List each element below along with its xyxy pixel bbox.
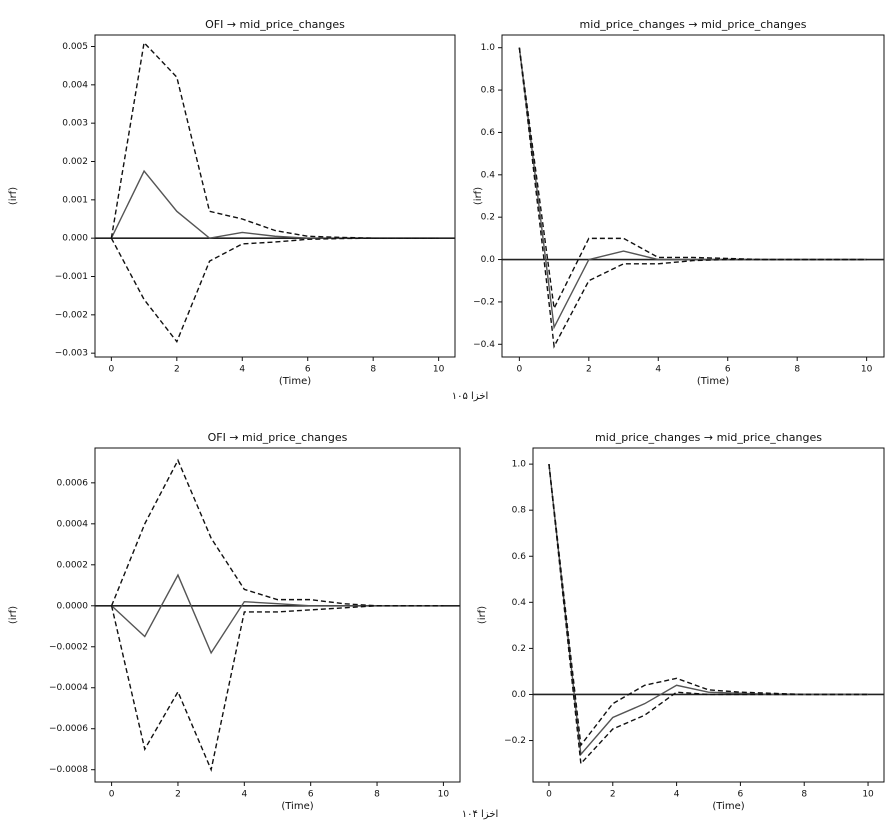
y-tick-label: 0.001 bbox=[62, 195, 88, 205]
irf-line bbox=[110, 237, 439, 344]
plot-area bbox=[501, 34, 885, 358]
x-axis-label: (Time) bbox=[697, 376, 729, 387]
y-tick-label: 1.0 bbox=[481, 43, 496, 53]
y-tick-label: −0.0008 bbox=[49, 765, 88, 775]
irf-line bbox=[548, 464, 869, 747]
chart-title: OFI → mid_price_changes bbox=[205, 18, 345, 31]
x-tick-label: 8 bbox=[801, 790, 807, 800]
x-axis-label: (Time) bbox=[281, 801, 313, 812]
x-tick-label: 6 bbox=[725, 365, 731, 375]
y-tick-label: 0.8 bbox=[512, 506, 527, 516]
x-tick-label: 0 bbox=[516, 365, 522, 375]
x-tick-label: 0 bbox=[108, 365, 114, 375]
y-tick-label: 0.6 bbox=[512, 552, 527, 562]
y-tick-label: 0.8 bbox=[481, 86, 496, 96]
y-tick-label: −0.2 bbox=[504, 736, 526, 746]
y-tick-label: 0.0006 bbox=[57, 478, 89, 488]
x-tick-label: 10 bbox=[861, 365, 873, 375]
x-tick-label: 4 bbox=[239, 365, 245, 375]
y-axis-label: (irf) bbox=[8, 606, 19, 624]
caption: اخزا ۱۰۴ bbox=[462, 809, 499, 820]
chart-title: mid_price_changes → mid_price_changes bbox=[580, 18, 807, 31]
x-axis-label: (Time) bbox=[279, 376, 311, 387]
x-tick-label: 8 bbox=[374, 790, 380, 800]
x-tick-label: 10 bbox=[438, 790, 450, 800]
y-tick-label: 1.0 bbox=[512, 460, 527, 470]
chart-title: OFI → mid_price_changes bbox=[208, 431, 348, 444]
x-tick-label: 6 bbox=[308, 790, 314, 800]
x-tick-label: 10 bbox=[433, 365, 445, 375]
y-tick-label: 0.2 bbox=[481, 213, 495, 223]
irf-line bbox=[110, 41, 439, 239]
x-tick-label: 2 bbox=[586, 365, 592, 375]
y-tick-label: 0.005 bbox=[62, 42, 88, 52]
x-tick-label: 8 bbox=[794, 365, 800, 375]
x-tick-label: 0 bbox=[546, 790, 552, 800]
y-tick-label: 0.004 bbox=[62, 80, 88, 90]
x-tick-label: 4 bbox=[674, 790, 680, 800]
irf-line bbox=[111, 573, 444, 655]
chart-title: mid_price_changes → mid_price_changes bbox=[595, 431, 822, 444]
x-tick-label: 8 bbox=[370, 365, 376, 375]
y-tick-label: 0.0004 bbox=[57, 519, 89, 529]
plot-area bbox=[94, 34, 456, 358]
x-tick-label: 2 bbox=[175, 790, 181, 800]
x-tick-label: 10 bbox=[862, 790, 874, 800]
y-tick-label: −0.0006 bbox=[49, 724, 88, 734]
irf-line bbox=[548, 464, 869, 757]
irf-line bbox=[110, 458, 444, 607]
irf-line bbox=[110, 169, 439, 239]
y-tick-label: 0.4 bbox=[512, 598, 527, 608]
irf-line bbox=[548, 464, 869, 766]
irf-line bbox=[518, 47, 867, 311]
irf-line bbox=[110, 605, 444, 773]
x-tick-label: 4 bbox=[655, 365, 661, 375]
y-tick-label: 0.2 bbox=[512, 644, 526, 654]
y-tick-label: 0.6 bbox=[481, 128, 496, 138]
y-tick-label: 0.0 bbox=[512, 690, 527, 700]
y-tick-label: −0.002 bbox=[55, 310, 88, 320]
x-tick-label: 6 bbox=[305, 365, 311, 375]
y-tick-label: −0.0004 bbox=[49, 683, 88, 693]
y-tick-label: 0.0000 bbox=[57, 601, 89, 611]
caption: اخزا ۱۰۵ bbox=[452, 391, 489, 402]
y-tick-label: 0.003 bbox=[62, 119, 88, 129]
y-tick-label: 0.0 bbox=[481, 255, 496, 265]
irf-line bbox=[518, 47, 867, 330]
y-axis-label: (irf) bbox=[473, 187, 484, 205]
x-tick-label: 6 bbox=[738, 790, 744, 800]
y-tick-label: −0.0002 bbox=[49, 642, 88, 652]
y-axis-label: (irf) bbox=[8, 187, 19, 205]
x-tick-label: 2 bbox=[610, 790, 616, 800]
y-tick-label: 0.0002 bbox=[57, 560, 89, 570]
y-tick-label: 0.000 bbox=[62, 234, 88, 244]
plot-area bbox=[532, 447, 885, 783]
x-tick-label: 2 bbox=[174, 365, 180, 375]
y-tick-label: −0.4 bbox=[473, 340, 495, 350]
plot-area bbox=[94, 447, 461, 783]
x-tick-label: 0 bbox=[109, 790, 115, 800]
x-tick-label: 4 bbox=[241, 790, 247, 800]
y-tick-label: −0.001 bbox=[55, 272, 88, 282]
x-axis-label: (Time) bbox=[712, 801, 744, 812]
y-tick-label: −0.2 bbox=[473, 297, 495, 307]
y-tick-label: 0.002 bbox=[62, 157, 88, 167]
y-tick-label: −0.003 bbox=[55, 349, 88, 359]
y-axis-label: (irf) bbox=[477, 606, 488, 624]
irf-line bbox=[518, 47, 867, 349]
y-tick-label: 0.4 bbox=[481, 170, 496, 180]
